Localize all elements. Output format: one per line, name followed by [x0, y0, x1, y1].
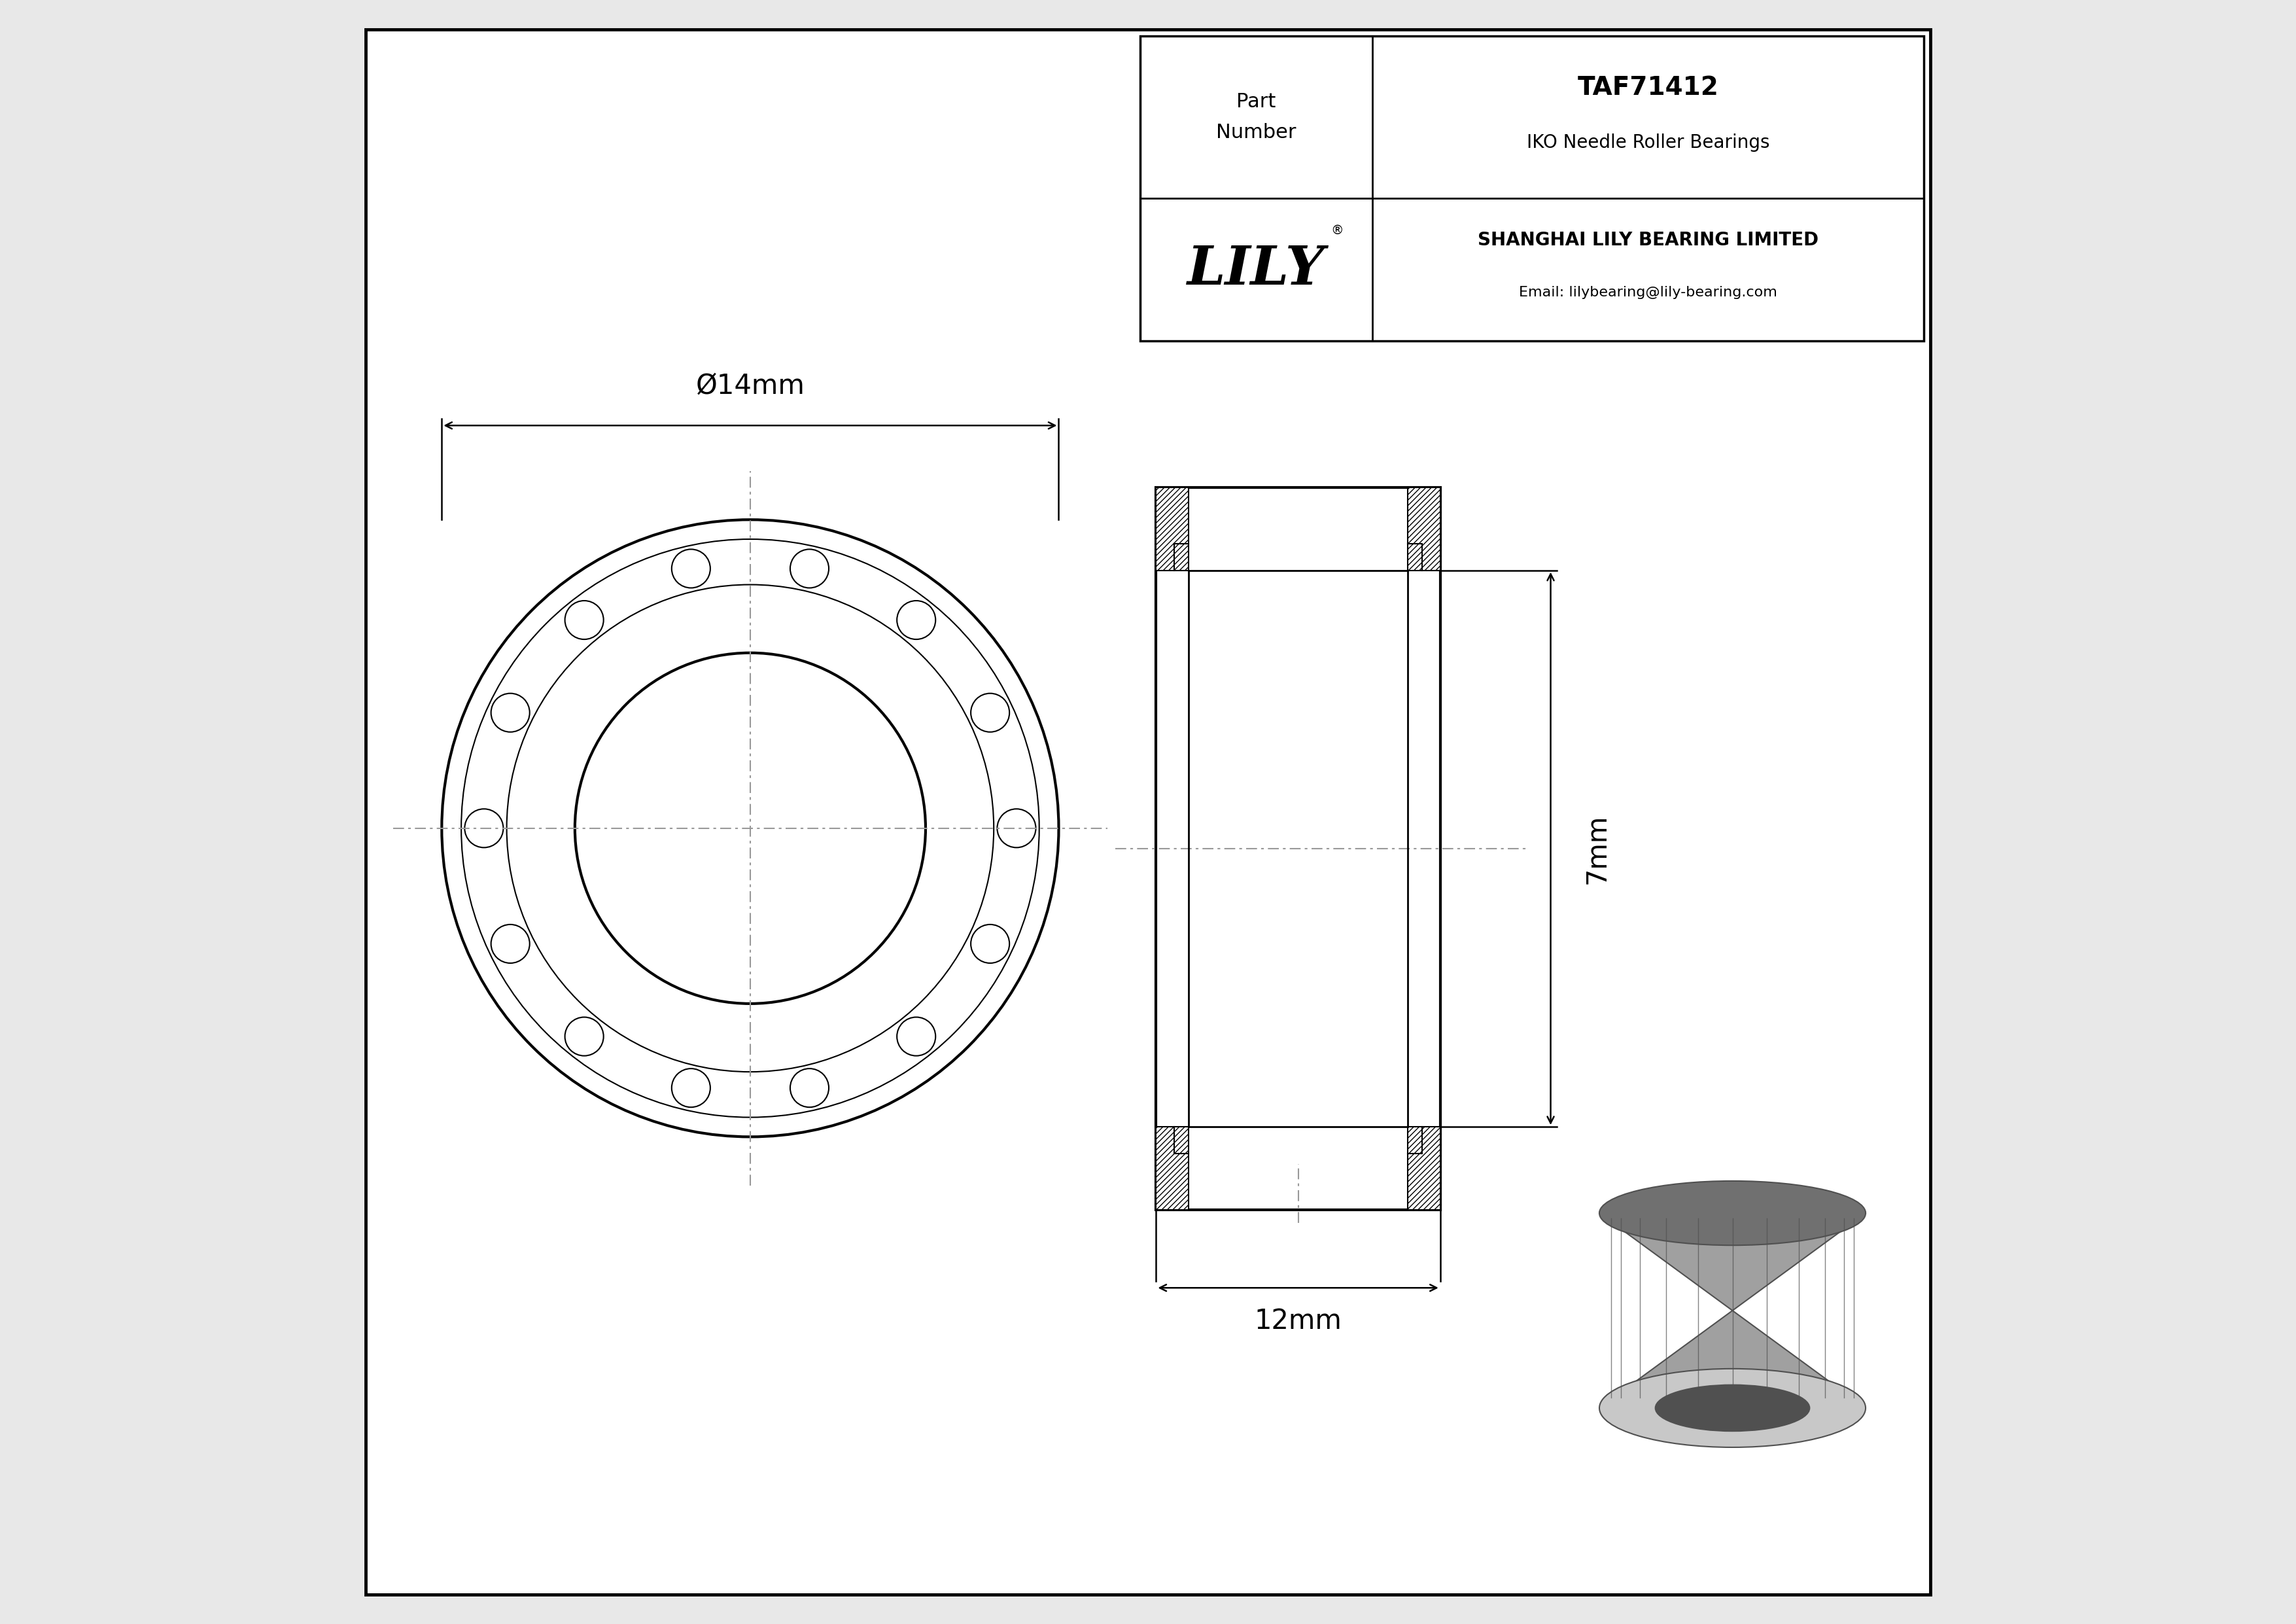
Text: Email: lilybearing@lily-bearing.com: Email: lilybearing@lily-bearing.com [1520, 286, 1777, 299]
Text: IKO Needle Roller Bearings: IKO Needle Roller Bearings [1527, 133, 1770, 153]
Bar [1157, 487, 1189, 570]
Bar [1157, 1127, 1189, 1210]
Bar [1407, 1127, 1440, 1210]
Text: LILY: LILY [1187, 244, 1325, 296]
Text: Part
Number: Part Number [1217, 93, 1295, 141]
Ellipse shape [1600, 1181, 1867, 1246]
Text: 7mm: 7mm [1584, 814, 1609, 883]
Bar [1407, 487, 1440, 570]
Polygon shape [1600, 1192, 1867, 1408]
Bar [1139, 36, 1924, 341]
Ellipse shape [1600, 1369, 1867, 1447]
Text: ®: ® [1332, 224, 1343, 237]
Text: 12mm: 12mm [1254, 1307, 1341, 1335]
Ellipse shape [1655, 1385, 1809, 1431]
Bar [1157, 487, 1440, 1210]
Text: Ø14mm: Ø14mm [696, 372, 806, 400]
Text: SHANGHAI LILY BEARING LIMITED: SHANGHAI LILY BEARING LIMITED [1479, 231, 1818, 250]
Text: TAF71412: TAF71412 [1577, 75, 1720, 101]
